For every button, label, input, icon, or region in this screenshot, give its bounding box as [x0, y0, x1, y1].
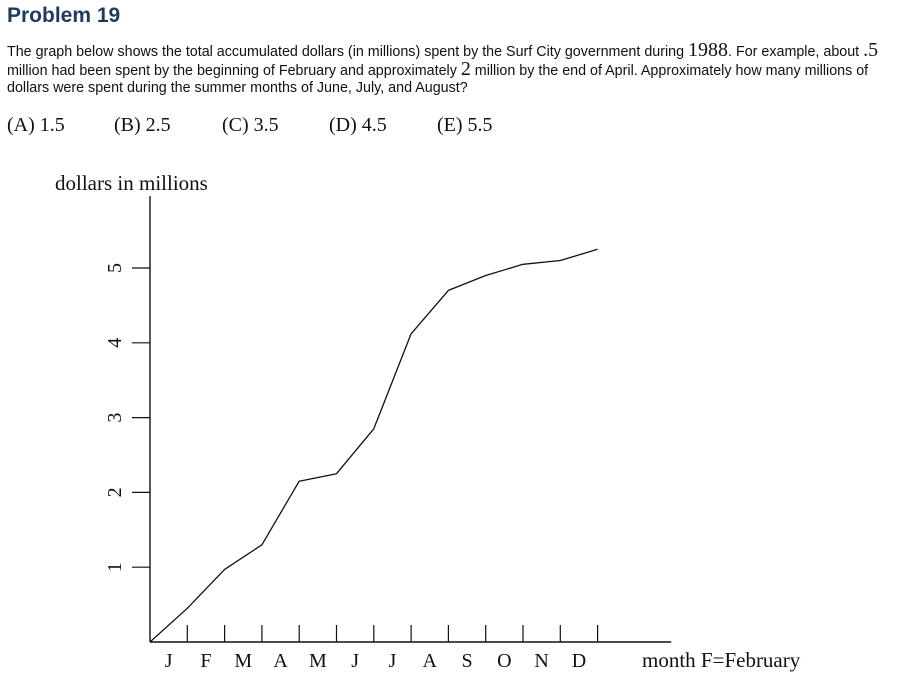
choice-e[interactable]: (E) 5.5: [437, 114, 493, 136]
x-tick-label-j-6: J: [351, 650, 359, 672]
x-tick-label-j-1: J: [165, 650, 173, 672]
chart-series: [149, 248, 598, 643]
choice-d[interactable]: (D) 4.5: [329, 114, 387, 136]
year-value: 1988: [688, 39, 729, 61]
problem-statement: The graph below shows the total accumula…: [7, 39, 897, 97]
x-tick-label-s-9: S: [461, 650, 472, 672]
problem-text-4: million by the end of April. Approximate…: [7, 63, 869, 96]
y-axis-label: dollars in millions: [55, 171, 208, 195]
x-tick-label-o-10: O: [497, 650, 511, 672]
x-tick-label-d-12: D: [572, 650, 586, 672]
choice-a[interactable]: (A) 1.5: [7, 114, 65, 136]
y-tick-label-2: 2: [104, 487, 126, 497]
x-tick-label-f-2: F: [200, 650, 211, 672]
x-tick-label-a-8: A: [423, 650, 438, 672]
example-value-2: 2: [460, 58, 471, 80]
y-tick-label-1: 1: [104, 562, 126, 572]
series-line: [149, 248, 598, 643]
y-tick-label-5: 5: [104, 263, 126, 273]
y-tick-label-3: 3: [104, 413, 126, 423]
chart-axes: [149, 196, 672, 643]
x-tick-label-j-7: J: [389, 650, 397, 672]
x-tick-label-n-11: N: [534, 650, 548, 672]
x-tick-label-m-3: M: [234, 650, 252, 672]
problem-text-1: The graph below shows the total accumula…: [7, 44, 689, 60]
x-tick-label-m-5: M: [309, 650, 327, 672]
problem-text-2: . For example, about: [728, 44, 864, 60]
x-tick-label-a-4: A: [273, 650, 288, 672]
answer-choices: (A) 1.5 (B) 2.5 (C) 3.5 (D) 4.5 (E) 5.5: [7, 114, 493, 137]
problem-title: Problem 19: [7, 4, 121, 27]
chart-ticks: [132, 267, 599, 642]
choice-c[interactable]: (C) 3.5: [222, 114, 279, 136]
choice-b[interactable]: (B) 2.5: [114, 114, 171, 136]
y-tick-label-4: 4: [104, 338, 126, 348]
x-axis-label: month F=February: [642, 648, 801, 672]
problem-text-3: million had been spent by the beginning …: [7, 63, 461, 79]
example-value-1: .5: [863, 39, 879, 61]
